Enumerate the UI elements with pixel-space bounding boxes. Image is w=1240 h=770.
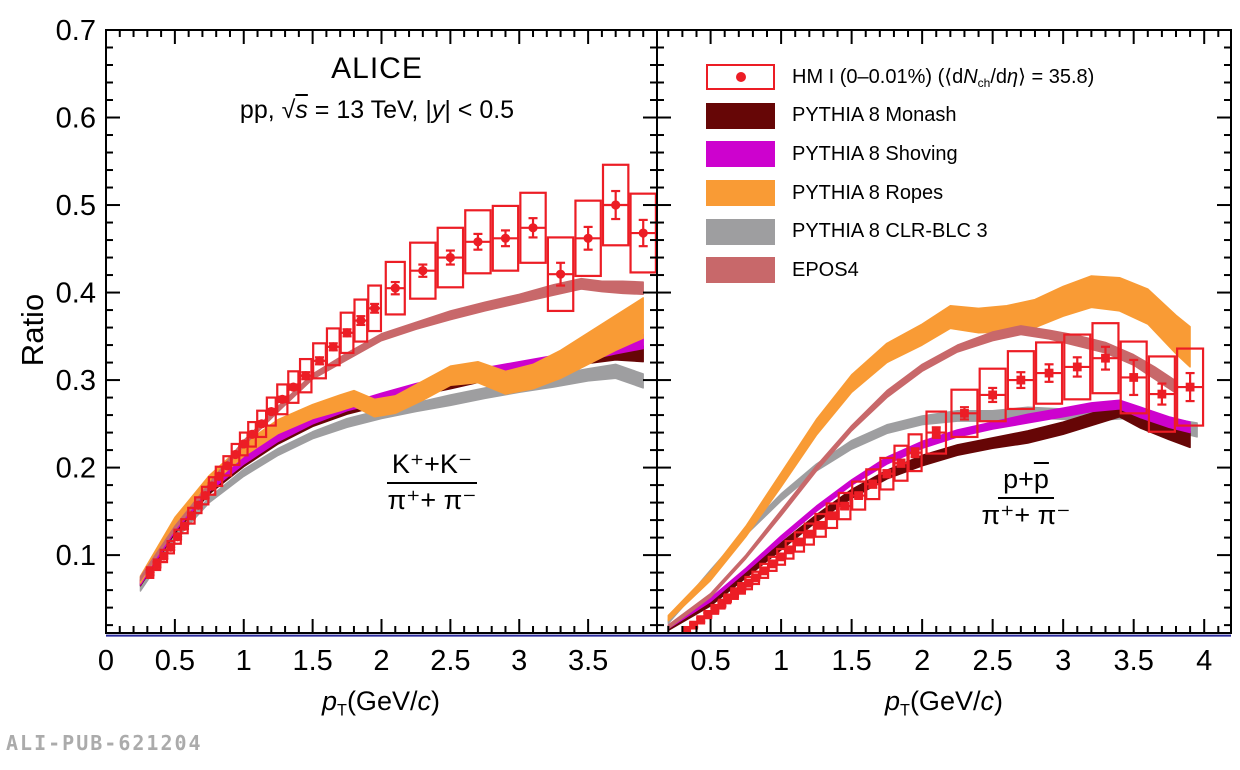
hm1-N: N — [963, 66, 978, 89]
band-ropes — [139, 297, 644, 584]
legend: HM I (0–0.01%) (⟨dNch/dη⟩ = 35.8) PYTHIA… — [706, 58, 1094, 290]
hm1-marker-icon — [706, 64, 775, 91]
c-symbol: c — [980, 686, 994, 716]
legend-item-shoving: PYTHIA 8 Shoving — [706, 135, 1094, 174]
y-tick-label: 0.3 — [56, 365, 96, 397]
legend-label-epos4: EPOS4 — [792, 258, 859, 281]
x-axis-title-left: pT(GeV/c) — [322, 686, 440, 720]
paren-close: ) — [430, 686, 440, 716]
legend-label-clrblc: PYTHIA 8 CLR-BLC 3 — [792, 220, 988, 243]
y-axis-title: Ratio — [15, 293, 50, 367]
paren-close: ) — [993, 686, 1003, 716]
pt-symbol: p — [885, 686, 901, 716]
pbar: p — [1033, 464, 1049, 494]
x-tick-label: 3 — [1055, 645, 1071, 677]
hm1-eta: η — [1007, 66, 1019, 89]
y-tick-label: 0.1 — [56, 540, 96, 572]
pion-denominator-right: π⁺+ π⁻ — [981, 500, 1071, 531]
band-ropes — [667, 275, 1191, 622]
x-tick-label: 1 — [773, 645, 789, 677]
hm1-text3: ⟩ = 35.8) — [1018, 66, 1095, 89]
experiment-title: ALICE — [331, 52, 423, 85]
band-clrblc — [667, 405, 1198, 625]
ratio-label-proton-pion: p+p π⁺+ π⁻ — [972, 464, 1080, 530]
x-tick-label: 3 — [511, 645, 527, 677]
band-shoving — [667, 399, 1191, 630]
hm1-points — [145, 163, 657, 579]
rapidity-y: y — [431, 96, 445, 124]
hm1-text: HM I (0–0.01%) (⟨d — [792, 66, 964, 89]
band-epos4 — [667, 325, 1177, 630]
sqrt-symbol: √ — [281, 96, 296, 124]
x-tick-label: 0.5 — [690, 645, 730, 677]
monash-swatch-icon — [706, 102, 775, 129]
pion-denominator: π⁺+ π⁻ — [387, 485, 477, 516]
energy-text: = 13 TeV, | — [307, 96, 432, 124]
rapidity-cut: | < 0.5 — [444, 96, 515, 124]
gev-text: (GeV/ — [909, 686, 981, 716]
figure-watermark: ALI-PUB-621204 — [6, 731, 203, 755]
c-symbol: c — [417, 686, 431, 716]
x-tick-label: 0 — [98, 645, 114, 677]
legend-item-ropes: PYTHIA 8 Ropes — [706, 174, 1094, 213]
x-tick-label: 1.5 — [292, 645, 332, 677]
y-tick-label: 0.6 — [56, 103, 96, 135]
x-tick-label: 3.5 — [1114, 645, 1154, 677]
x-axis-title-right: pT(GeV/c) — [885, 686, 1003, 720]
legend-label-monash: PYTHIA 8 Monash — [792, 104, 957, 127]
legend-label-hm1: HM I (0–0.01%) (⟨dNch/dη⟩ = 35.8) — [775, 64, 1094, 90]
hm1-ch-sub: ch — [977, 76, 991, 91]
x-tick-label: 1.5 — [831, 645, 871, 677]
x-tick-label: 2 — [373, 645, 389, 677]
legend-label-ropes: PYTHIA 8 Ropes — [792, 181, 944, 204]
panel-proton-to-pion: 0.5 1 1.5 2 2.5 3 3.5 4 — [656, 29, 1232, 677]
subtitle-text: pp, — [239, 96, 282, 124]
ropes-swatch-icon — [706, 180, 775, 207]
x-tick-label: 2.5 — [430, 645, 470, 677]
x-tick-label: 2 — [914, 645, 930, 677]
legend-item-epos4: EPOS4 — [706, 251, 1094, 290]
pt-subscript: T — [337, 701, 347, 720]
hm1-text2: /d — [990, 66, 1008, 89]
pt-symbol: p — [322, 686, 338, 716]
y-tick-label: 0.2 — [56, 453, 96, 485]
legend-item-monash: PYTHIA 8 Monash — [706, 97, 1094, 136]
x-tick-label: 4 — [1196, 645, 1212, 677]
y-tick-label: 0.4 — [56, 278, 96, 310]
band-epos4 — [139, 277, 644, 582]
x-tick-label: 2.5 — [972, 645, 1012, 677]
sqrt-s: s — [295, 96, 308, 124]
shoving-swatch-icon — [706, 141, 775, 168]
x-tick-label: 0.5 — [155, 645, 195, 677]
epos4-swatch-icon — [706, 257, 775, 284]
legend-item-clrblc: PYTHIA 8 CLR-BLC 3 — [706, 212, 1094, 251]
ratio-label-kaon-pion: K⁺+K⁻ π⁺+ π⁻ — [378, 449, 486, 515]
proton-num-a: p+ — [1003, 464, 1034, 494]
x-tick-label: 3.5 — [568, 645, 608, 677]
band-monash — [667, 402, 1191, 632]
gev-text: (GeV/ — [346, 686, 418, 716]
hm1-points — [682, 322, 1205, 633]
hm1-dot-icon — [735, 72, 746, 83]
clrblc-swatch-icon — [706, 218, 775, 245]
x-tick-label: 1 — [236, 645, 252, 677]
y-tick-label: 0.5 — [56, 190, 96, 222]
proton-numerator: p+p — [998, 464, 1054, 500]
legend-item-hm1: HM I (0–0.01%) (⟨dNch/dη⟩ = 35.8) — [706, 58, 1094, 97]
panel-kaon-to-pion: 0 0.5 1 1.5 2 2.5 3 3.5 0.1 0.2 0.3 0.4 0.5 0.6 0.7 — [56, 15, 658, 677]
kaon-numerator: K⁺+K⁻ — [386, 449, 478, 485]
collision-subtitle: pp, √s = 13 TeV, |y| < 0.5 — [197, 96, 557, 125]
y-tick-label: 0.7 — [56, 15, 96, 47]
pt-subscript: T — [900, 701, 910, 720]
legend-label-shoving: PYTHIA 8 Shoving — [792, 142, 958, 165]
